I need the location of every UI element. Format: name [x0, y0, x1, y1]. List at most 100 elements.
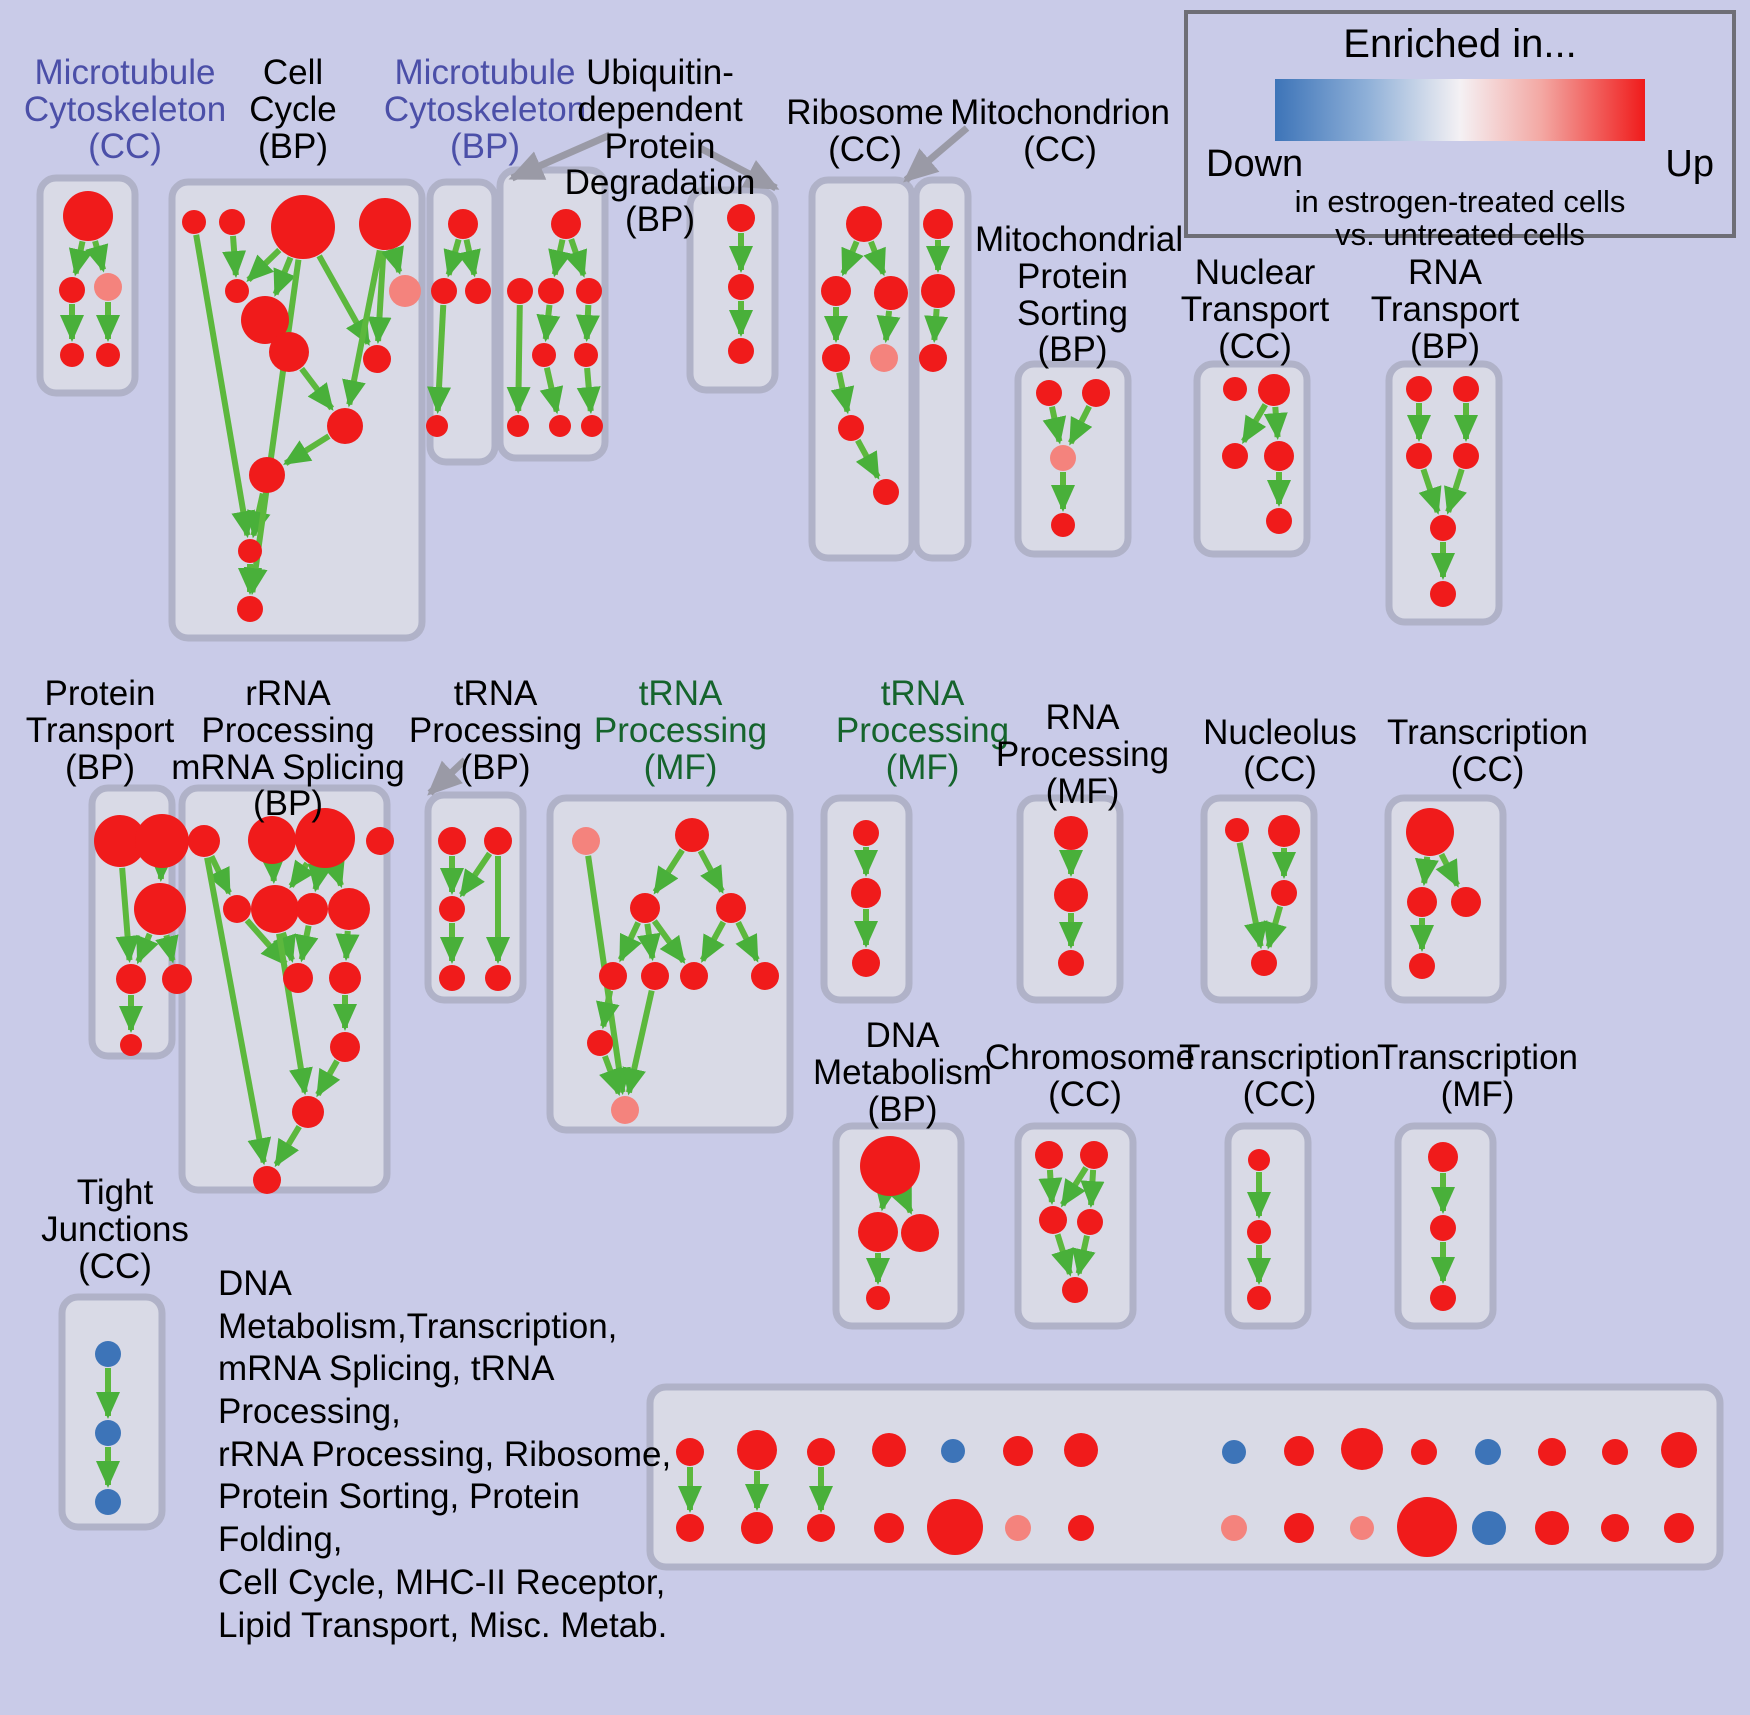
network-node[interactable] — [59, 277, 85, 303]
network-node[interactable] — [1225, 818, 1249, 842]
network-node[interactable] — [219, 209, 245, 235]
network-node[interactable] — [1602, 1439, 1628, 1465]
network-node[interactable] — [1409, 953, 1435, 979]
network-node[interactable] — [676, 1514, 704, 1542]
network-node[interactable] — [1453, 376, 1479, 402]
network-node[interactable] — [860, 1136, 920, 1196]
network-node[interactable] — [676, 1438, 704, 1466]
network-node[interactable] — [1406, 443, 1432, 469]
network-node[interactable] — [630, 893, 660, 923]
network-node[interactable] — [1428, 1142, 1458, 1172]
network-node[interactable] — [484, 827, 512, 855]
network-node[interactable] — [1035, 1141, 1063, 1169]
network-node[interactable] — [1264, 441, 1294, 471]
network-node[interactable] — [1062, 1277, 1088, 1303]
network-node[interactable] — [838, 415, 864, 441]
network-node[interactable] — [807, 1438, 835, 1466]
network-node[interactable] — [551, 209, 581, 239]
network-node[interactable] — [135, 814, 189, 868]
network-node[interactable] — [1222, 443, 1248, 469]
network-node[interactable] — [253, 1166, 281, 1194]
network-node[interactable] — [507, 278, 533, 304]
network-node[interactable] — [120, 1034, 142, 1056]
network-node[interactable] — [283, 963, 313, 993]
network-node[interactable] — [237, 596, 263, 622]
network-node[interactable] — [1350, 1516, 1374, 1540]
network-node[interactable] — [851, 878, 881, 908]
network-node[interactable] — [1406, 376, 1432, 402]
network-node[interactable] — [1050, 445, 1076, 471]
network-node[interactable] — [389, 275, 421, 307]
network-node[interactable] — [1064, 1433, 1098, 1467]
network-node[interactable] — [1082, 379, 1110, 407]
network-node[interactable] — [874, 1513, 904, 1543]
network-node[interactable] — [485, 965, 511, 991]
network-node[interactable] — [741, 1512, 773, 1544]
network-node[interactable] — [269, 332, 309, 372]
network-node[interactable] — [1397, 1497, 1457, 1557]
network-node[interactable] — [866, 1286, 890, 1310]
network-node[interactable] — [611, 1096, 639, 1124]
network-node[interactable] — [134, 883, 186, 935]
network-node[interactable] — [182, 210, 206, 234]
network-node[interactable] — [807, 1514, 835, 1542]
network-node[interactable] — [1003, 1436, 1033, 1466]
network-node[interactable] — [1472, 1511, 1506, 1545]
network-node[interactable] — [1258, 374, 1290, 406]
network-node[interactable] — [439, 896, 465, 922]
network-node[interactable] — [1430, 1285, 1456, 1311]
network-node[interactable] — [95, 1341, 121, 1367]
network-node[interactable] — [737, 1430, 777, 1470]
network-node[interactable] — [366, 827, 394, 855]
network-node[interactable] — [1430, 1215, 1456, 1241]
network-node[interactable] — [448, 209, 478, 239]
network-node[interactable] — [822, 344, 850, 372]
network-node[interactable] — [1475, 1439, 1501, 1465]
network-node[interactable] — [327, 408, 363, 444]
network-node[interactable] — [1407, 887, 1437, 917]
network-node[interactable] — [223, 895, 251, 923]
network-node[interactable] — [95, 1489, 121, 1515]
network-node[interactable] — [941, 1439, 965, 1463]
network-node[interactable] — [858, 1212, 898, 1252]
network-node[interactable] — [1538, 1438, 1566, 1466]
network-node[interactable] — [1005, 1515, 1031, 1541]
network-node[interactable] — [572, 827, 600, 855]
network-node[interactable] — [330, 1032, 360, 1062]
network-node[interactable] — [1451, 887, 1481, 917]
network-node[interactable] — [438, 827, 466, 855]
network-node[interactable] — [1535, 1511, 1569, 1545]
network-node[interactable] — [249, 457, 285, 493]
network-node[interactable] — [587, 1030, 613, 1056]
network-node[interactable] — [846, 206, 882, 242]
network-node[interactable] — [1080, 1141, 1108, 1169]
network-node[interactable] — [1661, 1432, 1697, 1468]
network-node[interactable] — [363, 345, 391, 373]
network-node[interactable] — [870, 344, 898, 372]
network-node[interactable] — [852, 949, 880, 977]
network-node[interactable] — [1411, 1439, 1437, 1465]
network-node[interactable] — [1054, 878, 1088, 912]
network-node[interactable] — [675, 818, 709, 852]
network-node[interactable] — [1284, 1513, 1314, 1543]
network-node[interactable] — [96, 343, 120, 367]
network-node[interactable] — [1248, 1149, 1270, 1171]
network-node[interactable] — [295, 808, 355, 868]
network-node[interactable] — [188, 825, 220, 857]
network-node[interactable] — [238, 539, 262, 563]
network-node[interactable] — [1223, 377, 1247, 401]
network-node[interactable] — [94, 273, 122, 301]
network-node[interactable] — [1058, 950, 1084, 976]
network-node[interactable] — [1247, 1286, 1271, 1310]
network-node[interactable] — [1221, 1515, 1247, 1541]
network-node[interactable] — [727, 204, 755, 232]
network-node[interactable] — [1051, 513, 1075, 537]
network-node[interactable] — [728, 338, 754, 364]
network-node[interactable] — [116, 964, 146, 994]
network-node[interactable] — [426, 415, 448, 437]
network-node[interactable] — [641, 962, 669, 990]
network-node[interactable] — [1039, 1206, 1067, 1234]
network-node[interactable] — [359, 198, 411, 250]
network-node[interactable] — [680, 962, 708, 990]
network-node[interactable] — [162, 964, 192, 994]
